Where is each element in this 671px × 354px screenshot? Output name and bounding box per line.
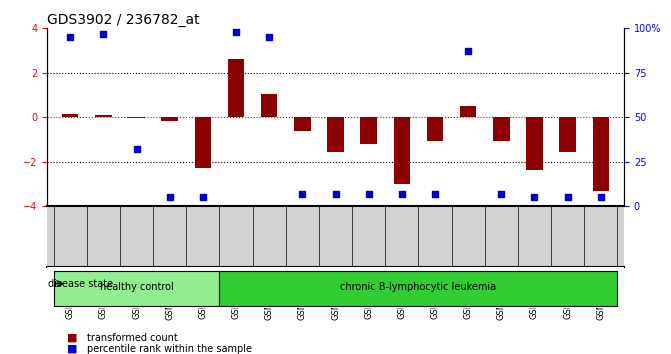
Point [496, 191, 507, 197]
Bar [294, 117, 311, 131]
Text: percentile rank within the sample: percentile rank within the sample [87, 344, 252, 354]
Point [231, 29, 242, 35]
Text: chronic B-lymphocytic leukemia: chronic B-lymphocytic leukemia [340, 282, 497, 292]
Point [98, 31, 109, 36]
Bar [393, 117, 410, 184]
Text: ■: ■ [67, 333, 78, 343]
Text: transformed count: transformed count [87, 333, 178, 343]
Text: healthy control: healthy control [99, 282, 173, 292]
Bar [592, 117, 609, 191]
Point [131, 147, 142, 152]
Point [164, 195, 175, 200]
Point [529, 195, 540, 200]
Point [330, 191, 341, 197]
Bar [195, 117, 211, 169]
Point [397, 191, 407, 197]
Text: ■: ■ [67, 344, 78, 354]
Bar [526, 117, 543, 170]
Point [562, 195, 573, 200]
Bar [227, 59, 244, 117]
Point [264, 34, 274, 40]
Point [429, 191, 440, 197]
Bar [54, 272, 219, 306]
Text: GDS3902 / 236782_at: GDS3902 / 236782_at [47, 13, 199, 27]
Bar [560, 117, 576, 152]
Bar [427, 117, 444, 141]
Point [363, 191, 374, 197]
Point [595, 195, 606, 200]
Point [297, 191, 308, 197]
Bar [219, 272, 617, 306]
Bar [62, 114, 79, 117]
Point [197, 195, 208, 200]
Text: disease state: disease state [48, 279, 113, 289]
Point [65, 34, 76, 40]
Point [463, 48, 474, 54]
Bar [162, 117, 178, 121]
Bar [460, 106, 476, 117]
Bar [95, 115, 111, 117]
Bar [327, 117, 344, 152]
Bar [360, 117, 377, 144]
Bar [128, 117, 145, 119]
Bar [261, 94, 278, 117]
Bar [493, 117, 509, 141]
